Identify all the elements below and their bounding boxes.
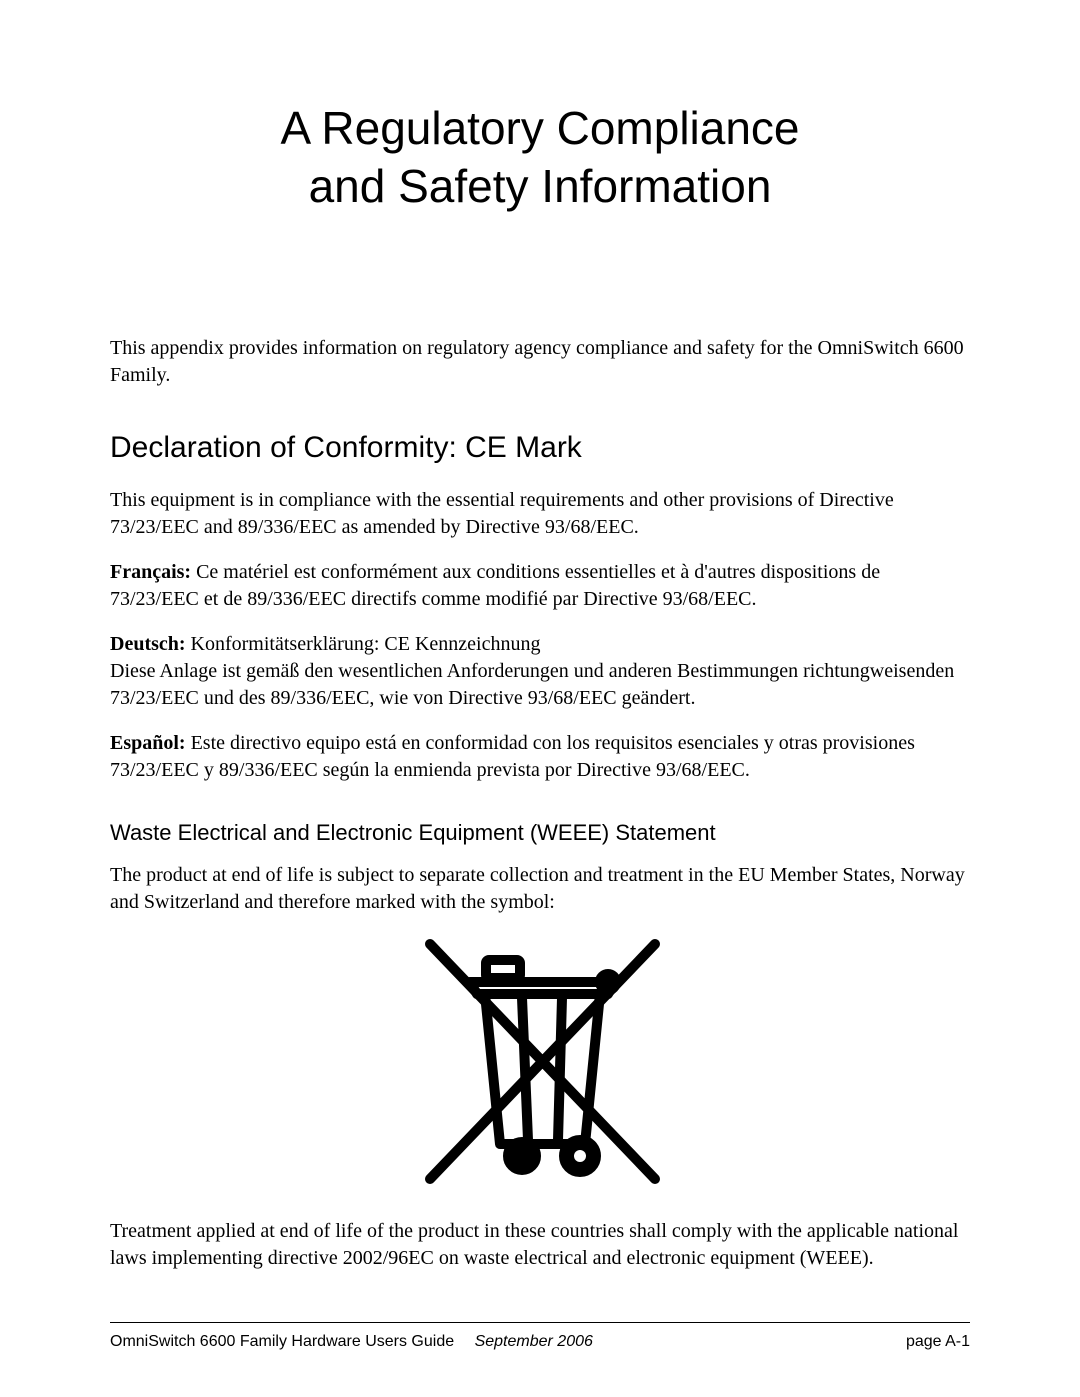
weee-paragraph-2: Treatment applied at end of life of the … <box>110 1218 970 1272</box>
title-line-1: A Regulatory Compliance <box>280 102 799 154</box>
text-francais: Ce matériel est conformément aux conditi… <box>110 561 880 610</box>
ce-paragraph-en: This equipment is in compliance with the… <box>110 487 970 541</box>
head-deutsch: Konformitätserklärung: CE Kennzeichnung <box>186 633 541 655</box>
footer-page-number: page A-1 <box>906 1333 970 1351</box>
intro-paragraph: This appendix provides information on re… <box>110 335 970 389</box>
ce-paragraph-de: Deutsch: Konformitätserklärung: CE Kennz… <box>110 631 970 712</box>
ce-paragraph-es: Español: Este directivo equipo está en c… <box>110 730 970 784</box>
text-espanol: Este directivo equipo está en conformida… <box>110 732 915 781</box>
label-francais: Français: <box>110 561 191 583</box>
page-title: A Regulatory Compliance and Safety Infor… <box>110 100 970 215</box>
section-weee-heading: Waste Electrical and Electronic Equipmen… <box>110 820 970 846</box>
label-espanol: Español: <box>110 732 186 754</box>
weee-bin-icon <box>390 934 690 1184</box>
footer-date: September 2006 <box>475 1333 593 1350</box>
label-deutsch: Deutsch: <box>110 633 186 655</box>
footer-guide-title: OmniSwitch 6600 Family Hardware Users Gu… <box>110 1333 454 1350</box>
section-ce-heading: Declaration of Conformity: CE Mark <box>110 431 970 465</box>
footer-left: OmniSwitch 6600 Family Hardware Users Gu… <box>110 1333 593 1351</box>
page-footer: OmniSwitch 6600 Family Hardware Users Gu… <box>110 1333 970 1351</box>
text-deutsch: Diese Anlage ist gemäß den wesentlichen … <box>110 660 954 709</box>
ce-paragraph-fr: Français: Ce matériel est conformément a… <box>110 559 970 613</box>
title-line-2: and Safety Information <box>309 160 772 212</box>
footer-rule <box>110 1322 970 1323</box>
weee-paragraph-1: The product at end of life is subject to… <box>110 862 970 916</box>
